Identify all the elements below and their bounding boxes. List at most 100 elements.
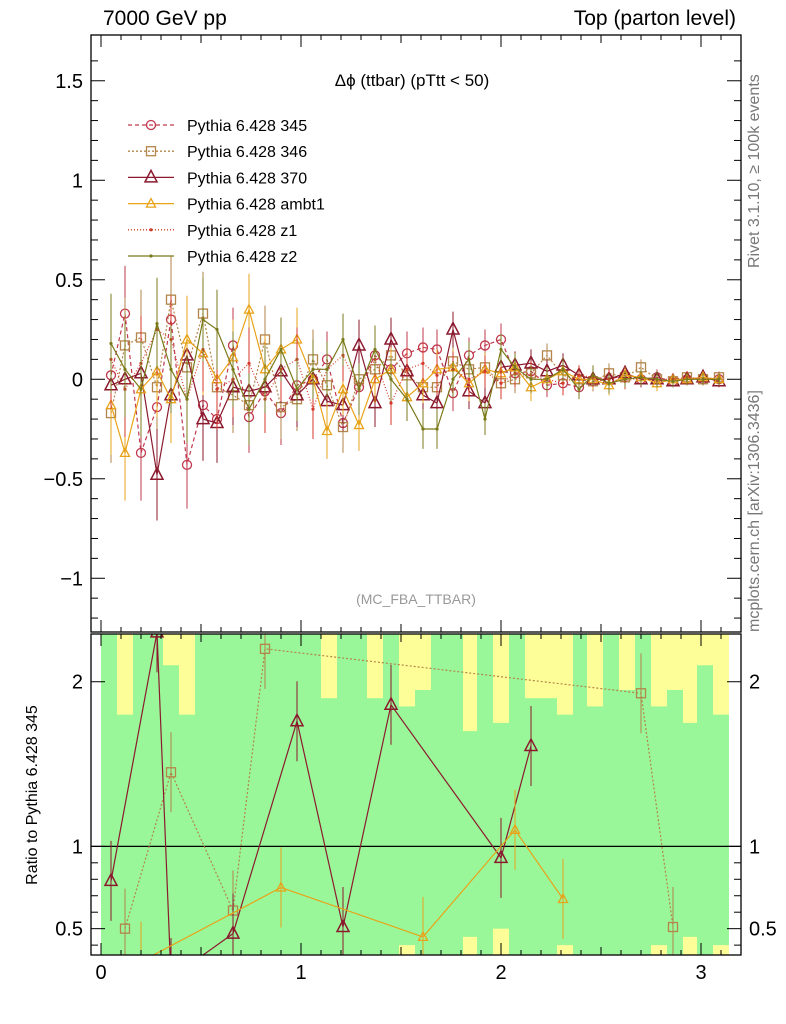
ratio-band-inner bbox=[573, 634, 587, 955]
ratio-band-inner bbox=[179, 714, 195, 955]
data-point bbox=[499, 381, 503, 385]
data-point bbox=[685, 377, 689, 381]
series-4 bbox=[109, 283, 721, 443]
data-point bbox=[247, 361, 251, 365]
legend-label: Pythia 6.428 ambt1 bbox=[187, 197, 325, 214]
data-point bbox=[671, 379, 675, 383]
ratio-band-inner bbox=[431, 634, 447, 955]
ratio-point bbox=[165, 971, 177, 983]
data-point bbox=[513, 365, 517, 369]
ratio-band-inner bbox=[557, 714, 573, 946]
data-point bbox=[467, 377, 471, 381]
data-point bbox=[383, 330, 399, 345]
data-point bbox=[529, 377, 533, 381]
data-point bbox=[139, 387, 143, 391]
ratio-band-inner bbox=[133, 634, 149, 955]
data-point bbox=[243, 303, 255, 314]
data-point bbox=[311, 367, 315, 371]
data-point bbox=[135, 447, 147, 459]
ratio-series-layer bbox=[103, 634, 679, 983]
ratio-band-inner bbox=[619, 689, 635, 955]
main-series-layer bbox=[103, 255, 727, 521]
data-point bbox=[123, 367, 127, 371]
data-point bbox=[119, 446, 131, 458]
ratio-band-inner bbox=[117, 714, 133, 955]
data-point bbox=[421, 427, 425, 431]
ratio-point bbox=[557, 892, 569, 904]
ratio-y-tick-label: 2 bbox=[72, 672, 83, 694]
series-line bbox=[110, 313, 719, 465]
ratio-band-inner bbox=[367, 698, 383, 955]
data-point bbox=[325, 367, 329, 371]
ratio-band-inner bbox=[399, 706, 415, 946]
ratio-x-tick-label: 2 bbox=[495, 962, 506, 984]
data-point bbox=[263, 377, 267, 381]
main-y-tick-label: −1 bbox=[60, 568, 83, 590]
data-point bbox=[231, 367, 235, 371]
data-point bbox=[639, 375, 643, 379]
data-point bbox=[353, 418, 365, 430]
ratio-y-tick-label: 1 bbox=[72, 836, 83, 858]
legend: Pythia 6.428 345 Pythia 6.428 346 Pythia 6… bbox=[128, 118, 325, 266]
series-line bbox=[110, 329, 720, 475]
data-point bbox=[445, 320, 461, 335]
data-point bbox=[405, 397, 409, 401]
ratio-band-inner bbox=[383, 634, 399, 955]
data-point bbox=[467, 357, 471, 361]
ratio-y-tick-label: 0.5 bbox=[55, 919, 83, 941]
main-frame bbox=[90, 34, 742, 633]
data-point bbox=[311, 407, 315, 411]
ratio-point bbox=[383, 696, 399, 711]
data-point bbox=[545, 377, 549, 381]
ratio-band-inner bbox=[509, 634, 525, 955]
data-point bbox=[341, 337, 345, 342]
legend-label: Pythia 6.428 370 bbox=[187, 170, 307, 187]
ratio-band-inner bbox=[697, 665, 713, 955]
series-line bbox=[110, 328, 719, 411]
ratio-band-inner bbox=[541, 698, 557, 955]
ratio-band-inner bbox=[337, 634, 353, 955]
main-y-tick-label: 1.5 bbox=[55, 71, 83, 93]
analysis-id-label: (MC_FBA_TTBAR) bbox=[356, 591, 476, 607]
legend-marker bbox=[149, 228, 153, 232]
series-line bbox=[110, 318, 719, 430]
ratio-point bbox=[275, 881, 287, 892]
data-point bbox=[623, 377, 627, 381]
legend-label: Pythia 6.428 z1 bbox=[187, 223, 297, 240]
data-point bbox=[561, 381, 565, 385]
legend-marker bbox=[145, 197, 157, 208]
legend-marker bbox=[145, 119, 157, 131]
data-point bbox=[655, 377, 659, 381]
data-point bbox=[435, 427, 439, 431]
ratio-point bbox=[103, 872, 119, 887]
main-y-tick-label: 0.5 bbox=[55, 270, 83, 292]
data-point bbox=[451, 377, 455, 381]
main-y-tick-label: −0.5 bbox=[44, 469, 83, 491]
ratio-point bbox=[509, 823, 521, 835]
ratio-band-inner bbox=[415, 689, 431, 955]
data-point bbox=[185, 397, 189, 401]
data-point bbox=[295, 387, 299, 391]
legend-label: Pythia 6.428 z2 bbox=[187, 249, 297, 266]
chart-title: Δϕ (ttbar) (pTtt < 50) bbox=[335, 71, 490, 90]
ratio-band-inner bbox=[195, 634, 211, 955]
series-1 bbox=[105, 255, 725, 463]
rivet-version-label: Rivet 3.1.10, ≥ 100k events bbox=[746, 74, 763, 268]
data-point bbox=[607, 381, 611, 385]
ratio-x-tick-label: 0 bbox=[95, 962, 106, 984]
legend-marker bbox=[145, 146, 157, 157]
ratio-band-inner bbox=[477, 634, 493, 955]
data-point bbox=[181, 333, 193, 344]
series-0 bbox=[105, 265, 725, 509]
data-point bbox=[483, 369, 487, 373]
ratio-x-tick-label: 3 bbox=[695, 962, 706, 984]
ratio-point bbox=[635, 688, 647, 699]
data-point bbox=[195, 410, 211, 425]
data-point bbox=[577, 373, 581, 377]
data-point bbox=[483, 417, 487, 421]
data-point bbox=[389, 377, 393, 381]
ratio-band-inner bbox=[353, 634, 367, 955]
main-y-tick-label: 0 bbox=[72, 369, 83, 391]
data-point bbox=[337, 382, 349, 394]
